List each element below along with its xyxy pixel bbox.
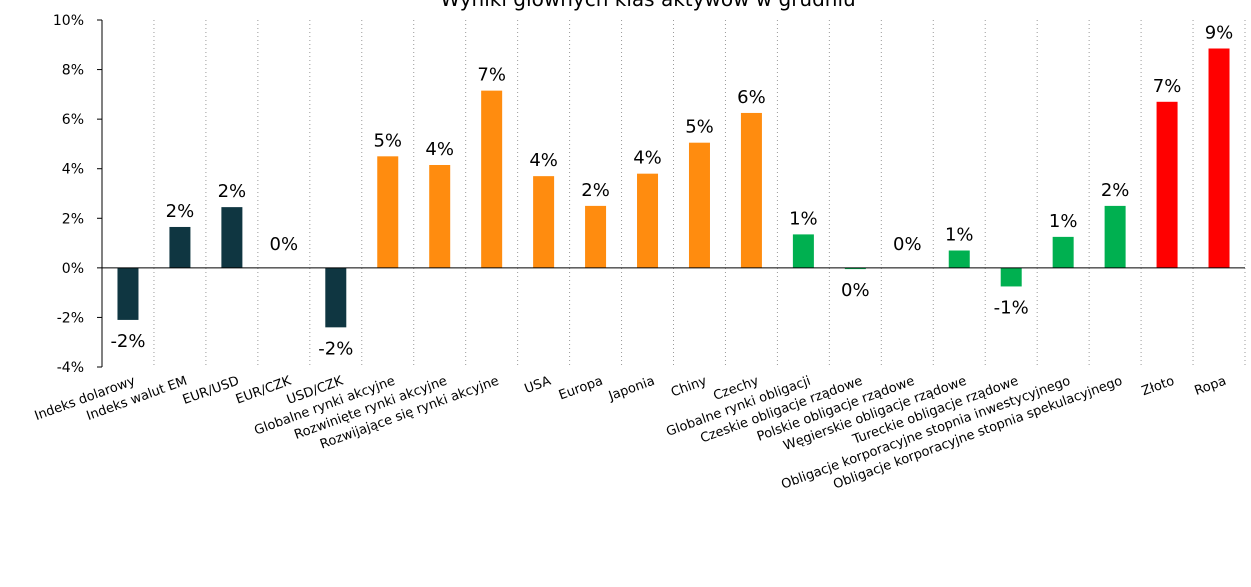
x-tick-label: EUR/CZK	[234, 374, 294, 408]
bar	[117, 267, 139, 320]
data-label: 9%	[1205, 23, 1234, 44]
bar	[1104, 205, 1126, 268]
bar	[325, 267, 347, 328]
bar	[1156, 101, 1178, 268]
y-axis-ticks: -4% -2% 0% 2% 4% 6% 8% 10%	[53, 13, 102, 376]
bar	[429, 164, 451, 268]
x-tick-label: USA	[523, 374, 554, 397]
bar	[481, 90, 503, 268]
x-tick-label: Japonia	[606, 374, 657, 405]
y-tick-label: 0%	[62, 261, 84, 277]
bar	[169, 226, 191, 268]
bar	[688, 142, 710, 268]
data-label: 0%	[270, 234, 299, 255]
y-tick-label: 10%	[53, 13, 84, 29]
x-tick-label: Złoto	[1140, 374, 1177, 400]
bar	[377, 156, 399, 268]
bar	[792, 234, 814, 268]
x-tick-label: EUR/USD	[181, 374, 241, 408]
data-label: 5%	[685, 117, 714, 138]
data-label: 7%	[477, 65, 506, 86]
data-label: 2%	[1101, 180, 1130, 201]
y-tick-label: -4%	[57, 360, 84, 376]
data-label: 6%	[737, 87, 766, 108]
data-label: -2%	[318, 338, 353, 359]
data-label: 1%	[945, 225, 974, 246]
bar	[1052, 236, 1074, 268]
data-label: 4%	[529, 150, 558, 171]
data-label: 0%	[893, 234, 922, 255]
data-label: 4%	[425, 139, 454, 160]
bar	[844, 267, 866, 270]
y-tick-label: 4%	[62, 162, 84, 178]
data-label: 2%	[581, 180, 610, 201]
bar	[585, 205, 607, 268]
data-label: -2%	[110, 331, 145, 352]
bar	[533, 176, 555, 268]
chart-title: Wyniki głównych klas aktywów w grudniu	[440, 0, 855, 11]
x-tick-label: Chiny	[669, 374, 709, 401]
data-labels: -2% 2% 2% 0% -2% 5% 4% 7% 4% 2% 4% 5% 6% 1% 0% 0% 1% -1% 1…	[110, 23, 1233, 360]
x-tick-label: Ropa	[1193, 374, 1229, 399]
y-tick-label: 2%	[62, 211, 84, 227]
data-label: 5%	[373, 130, 402, 151]
data-label: 2%	[166, 201, 195, 222]
bars	[117, 48, 1230, 328]
x-tick-label: Europa	[557, 374, 605, 404]
data-label: 1%	[789, 208, 818, 229]
bar	[948, 250, 970, 268]
y-tick-label: -2%	[57, 310, 84, 326]
data-label: 1%	[1049, 211, 1078, 232]
bar	[221, 207, 243, 268]
data-label: -1%	[994, 297, 1029, 318]
data-label: 4%	[633, 148, 662, 169]
y-tick-label: 6%	[62, 112, 84, 128]
data-label: 0%	[841, 280, 870, 301]
y-tick-label: 8%	[62, 63, 84, 79]
bar	[740, 112, 762, 268]
bar	[1208, 48, 1230, 268]
data-label: 2%	[218, 181, 247, 202]
bar	[1000, 267, 1022, 287]
data-label: 7%	[1153, 76, 1182, 97]
bar	[637, 173, 659, 268]
